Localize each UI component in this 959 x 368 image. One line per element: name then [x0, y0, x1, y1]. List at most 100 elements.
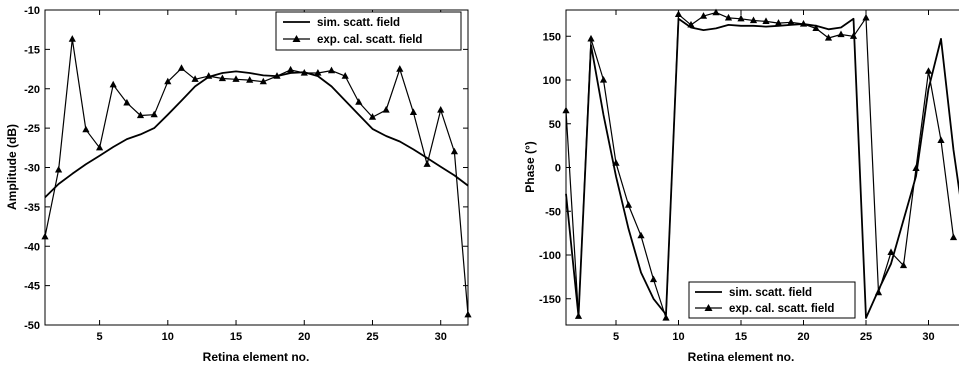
amplitude-data-point	[368, 113, 377, 120]
amplitude-data-point	[41, 232, 49, 240]
amplitude-data-point	[341, 72, 349, 79]
amplitude-y-tick-label: -20	[24, 84, 40, 96]
amplitude-x-tick-label: 5	[97, 331, 103, 343]
amplitude-y-tick-label: -50	[24, 320, 40, 332]
phase-data-point	[937, 136, 945, 143]
phase-data-point	[849, 32, 858, 39]
phase-x-tick-label: 30	[922, 331, 934, 343]
phase-legend-sim-label: sim. scatt. field	[729, 287, 812, 299]
phase-x-axis-label: Retina element no.	[688, 350, 795, 364]
phase-data-point	[687, 20, 695, 28]
amplitude-legend: sim. scatt. field exp. cal. scatt. field	[275, 11, 462, 51]
phase-x-tick-label: 15	[735, 331, 747, 343]
amplitude-data-point	[355, 98, 363, 105]
amplitude-data-point	[382, 106, 390, 113]
phase-x-tick-label: 20	[797, 331, 809, 343]
amplitude-x-tick-label: 30	[435, 331, 447, 343]
phase-data-point	[874, 288, 883, 296]
phase-data-point	[562, 106, 570, 114]
amplitude-data-point	[55, 165, 63, 173]
phase-data-point	[824, 34, 833, 41]
phase-data-point	[774, 19, 783, 26]
amplitude-y-tick-label: -25	[24, 123, 40, 135]
phase-data-point	[812, 24, 820, 31]
phase-data-point	[912, 164, 920, 171]
amplitude-data-point	[164, 77, 172, 85]
amplitude-series-line-exp	[44, 38, 469, 315]
amplitude-data-point	[259, 77, 267, 85]
phase-data-point	[649, 275, 658, 283]
phase-y-axis-label: Phase (°)	[523, 141, 537, 192]
amplitude-y-axis-label: Amplitude (dB)	[5, 124, 19, 210]
phase-series-line-sim	[565, 17, 959, 319]
amplitude-chart: 5 10 15 20 25 30 -50 -45 -40 -35 -30 -25 -20 -15 -10 R…	[5, 5, 472, 364]
amplitude-data-point	[287, 65, 295, 73]
phase-x-tick-label: 25	[860, 331, 872, 343]
amplitude-data-point	[273, 72, 281, 79]
phase-x-tick-label: 10	[672, 331, 684, 343]
amplitude-data-point	[314, 69, 322, 76]
amplitude-data-point	[109, 80, 117, 88]
amplitude-legend-exp-marker	[292, 35, 301, 42]
amplitude-data-point	[423, 160, 431, 167]
phase-data-point	[899, 261, 908, 269]
phase-y-tick-label: 150	[543, 31, 561, 43]
phase-data-point	[712, 8, 720, 16]
phase-data-point	[624, 201, 633, 208]
phase-data-point	[587, 34, 595, 42]
amplitude-data-point	[437, 106, 445, 113]
amplitude-data-point	[464, 310, 472, 318]
phase-data-point	[674, 10, 683, 17]
amplitude-y-tick-label: -10	[24, 5, 40, 17]
amplitude-data-point	[396, 65, 404, 72]
phase-data-point	[612, 159, 620, 166]
amplitude-data-point	[68, 35, 76, 42]
amplitude-y-tick-label: -40	[24, 241, 40, 253]
amplitude-y-tick-label: -15	[24, 44, 40, 56]
phase-ticks: 5 10 15 20 25 30 -150 -100 -50 0 50 100 150	[539, 10, 935, 343]
phase-y-tick-label: 100	[543, 75, 561, 87]
phase-data-point	[924, 67, 933, 74]
amplitude-ticks: 5 10 15 20 25 30 -50 -45 -40 -35 -30 -25 -20 -15 -10	[24, 5, 468, 343]
phase-legend-exp-label: exp. cal. scatt. field	[729, 303, 834, 315]
amplitude-y-tick-label: -35	[24, 202, 40, 214]
amplitude-data-point	[205, 72, 213, 79]
amplitude-legend-box	[275, 11, 462, 51]
phase-data-point	[574, 312, 583, 319]
amplitude-data-point	[96, 143, 104, 151]
amplitude-plot-frame	[44, 9, 469, 326]
amplitude-data-point	[123, 98, 131, 106]
amplitude-data-point	[82, 125, 90, 133]
phase-y-tick-label: -100	[539, 250, 561, 262]
phase-series-line-exp	[565, 12, 955, 319]
phase-data-point	[749, 16, 758, 24]
amplitude-data-point	[150, 110, 158, 118]
amplitude-x-axis-label: Retina element no.	[203, 350, 310, 364]
phase-data-point	[837, 30, 845, 38]
phase-data-point	[762, 17, 770, 24]
amplitude-data-point	[191, 75, 199, 82]
amplitude-y-tick-label: -30	[24, 163, 40, 175]
phase-plot-frame	[565, 9, 959, 326]
amplitude-legend-exp-label: exp. cal. scatt. field	[317, 34, 422, 46]
phase-data-point	[662, 314, 670, 321]
amplitude-x-tick-label: 10	[162, 331, 174, 343]
amplitude-x-tick-label: 20	[298, 331, 310, 343]
phase-data-point	[887, 248, 895, 255]
phase-y-tick-label: -50	[545, 206, 561, 218]
phase-chart: 5 10 15 20 25 30 -150 -100 -50 0 50 100 150 Retina e…	[523, 8, 959, 364]
amplitude-data-point	[327, 66, 336, 74]
amplitude-data-point	[409, 108, 417, 115]
amplitude-x-tick-label: 25	[366, 331, 378, 343]
amplitude-legend-sim-label: sim. scatt. field	[317, 17, 400, 29]
phase-data-point	[787, 18, 795, 25]
amplitude-x-tick-label: 15	[230, 331, 242, 343]
amplitude-data-point	[450, 147, 458, 155]
phase-legend: sim. scatt. field exp. cal. scatt. field	[688, 281, 856, 319]
phase-data-point	[737, 14, 745, 22]
amplitude-data-point	[177, 64, 186, 71]
phase-y-tick-label: 0	[555, 163, 561, 175]
phase-data-point	[699, 12, 708, 19]
amplitude-data-point	[218, 74, 226, 82]
